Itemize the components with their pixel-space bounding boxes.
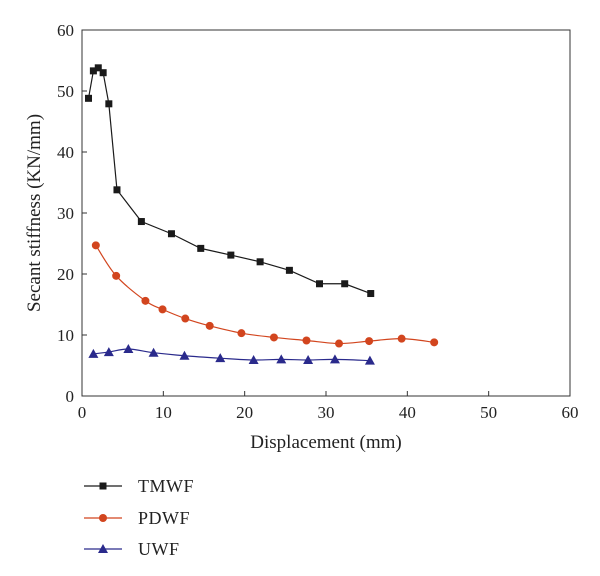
series-line-pdwf	[95, 244, 435, 345]
x-tick-label: 20	[236, 403, 253, 422]
data-point-pdwf	[269, 333, 278, 342]
data-point-tmwf	[105, 100, 113, 108]
data-point-pdwf	[237, 329, 246, 338]
x-tick-label: 30	[318, 403, 335, 422]
data-point-uwf	[103, 347, 114, 357]
data-point-tmwf	[315, 280, 323, 288]
y-tick-label: 40	[57, 143, 74, 162]
legend-item-uwf: UWF	[84, 539, 180, 559]
data-point-pdwf	[335, 339, 344, 348]
data-point-tmwf	[285, 266, 293, 274]
data-point-pdwf	[158, 305, 167, 314]
data-point-pdwf	[302, 336, 311, 345]
y-tick-label: 0	[66, 387, 75, 406]
plot-frame	[81, 29, 571, 397]
x-axis-title: Displacement (mm)	[250, 432, 401, 453]
y-tick-label: 20	[57, 265, 74, 284]
x-tick-label: 10	[155, 403, 172, 422]
x-tick-label: 60	[562, 403, 579, 422]
data-point-tmwf	[94, 64, 102, 72]
data-point-pdwf	[397, 334, 406, 343]
data-point-uwf	[148, 347, 159, 357]
data-point-pdwf	[112, 271, 121, 280]
x-tick-label: 0	[78, 403, 87, 422]
data-point-tmwf	[99, 69, 107, 77]
legend-marker-tmwf	[99, 482, 107, 490]
legend-label: TMWF	[138, 476, 194, 496]
data-point-tmwf	[341, 280, 349, 288]
data-point-pdwf	[205, 321, 214, 330]
data-point-pdwf	[181, 314, 190, 323]
legend-marker-pdwf	[99, 514, 107, 522]
series-uwf	[88, 344, 375, 365]
x-tick-label: 40	[399, 403, 416, 422]
data-point-pdwf	[141, 296, 150, 305]
series-layer	[85, 64, 439, 365]
y-tick-label: 10	[57, 326, 74, 345]
legend-label: UWF	[138, 539, 180, 559]
y-tick-label: 50	[57, 82, 74, 101]
data-point-uwf	[364, 355, 375, 365]
x-tick-label: 50	[480, 403, 497, 422]
data-point-tmwf	[197, 244, 205, 252]
data-point-uwf	[248, 355, 259, 365]
legend-marker-uwf	[98, 544, 108, 553]
data-point-tmwf	[113, 186, 121, 194]
y-axis: 0 10 20 30 40 50 60	[57, 21, 87, 406]
data-point-tmwf	[85, 94, 93, 102]
y-tick-label: 30	[57, 204, 74, 223]
data-point-pdwf	[91, 241, 100, 250]
x-axis: 0 10 20 30 40 50 60	[78, 391, 579, 422]
data-point-pdwf	[365, 337, 374, 346]
data-point-tmwf	[89, 67, 97, 75]
series-tmwf	[85, 64, 375, 298]
data-point-uwf	[123, 344, 134, 354]
data-point-uwf	[329, 354, 340, 364]
data-point-uwf	[179, 350, 190, 360]
legend-item-tmwf: TMWF	[84, 476, 194, 496]
data-point-uwf	[303, 355, 314, 365]
data-point-tmwf	[227, 251, 235, 259]
data-point-tmwf	[256, 258, 264, 266]
series-line-tmwf	[87, 67, 371, 295]
legend-item-pdwf: PDWF	[84, 508, 190, 528]
y-axis-title: Secant stiffness (KN/mm)	[24, 114, 45, 312]
data-point-uwf	[88, 348, 99, 358]
data-point-tmwf	[137, 218, 145, 226]
series-line-uwf	[93, 348, 370, 362]
legend: TMWF PDWF UWF	[84, 476, 194, 559]
data-point-uwf	[215, 353, 226, 363]
series-pdwf	[91, 241, 439, 348]
data-point-tmwf	[167, 230, 175, 238]
data-point-pdwf	[430, 338, 439, 347]
legend-label: PDWF	[138, 508, 190, 528]
data-point-tmwf	[367, 290, 375, 298]
data-point-uwf	[276, 354, 287, 364]
y-tick-label: 60	[57, 21, 74, 40]
